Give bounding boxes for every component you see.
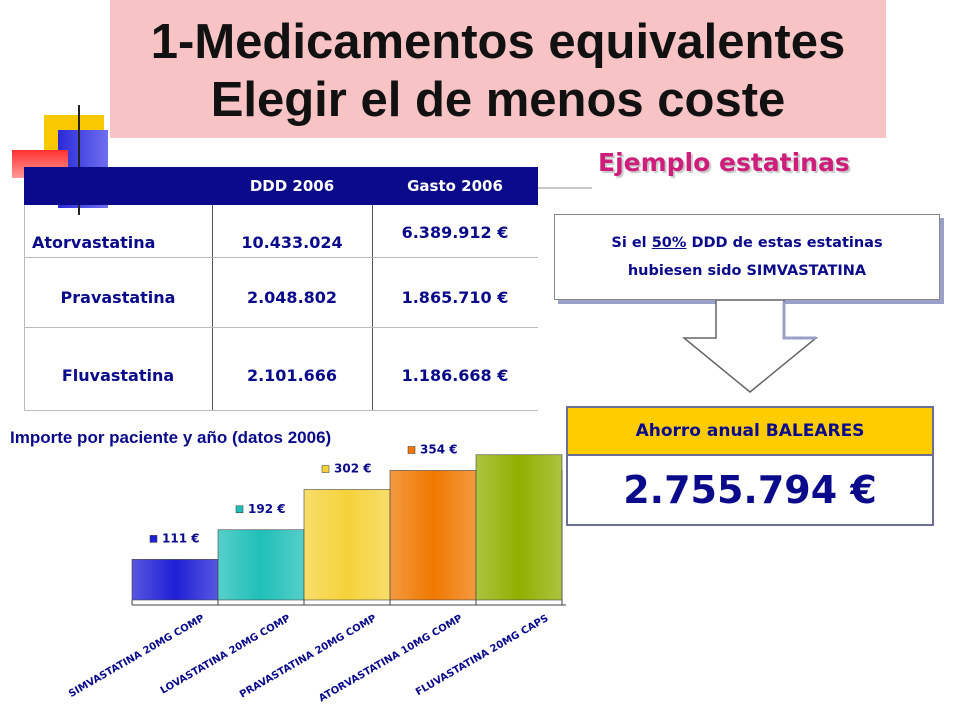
table-header-bar (24, 167, 538, 205)
chart-bar (303, 489, 391, 601)
table-row-ddd: 10.433.024 (241, 233, 343, 252)
chart-bar (389, 470, 477, 601)
table-divider (372, 205, 373, 411)
callout-line2: hubiesen sido SIMVASTATINA (627, 263, 867, 279)
chart-legend-key (149, 535, 158, 543)
decor-vertical-line (78, 105, 80, 215)
chart-data-label: 111 € (162, 531, 200, 545)
table-row-ddd: 2.048.802 (246, 288, 338, 307)
callout-percentage: 50% (651, 235, 687, 251)
chart-category-label: SIMVASTATINA 20MG COMP (67, 613, 206, 700)
table-row-ddd: 2.101.666 (246, 366, 338, 385)
table-divider (24, 205, 25, 411)
table-divider (212, 205, 213, 411)
callout-text: DDD de estas estatinas (686, 235, 883, 251)
table-row-name: Atorvastatina (32, 233, 156, 252)
table-divider (24, 410, 538, 411)
down-arrow-icon (681, 300, 819, 393)
table-header-gasto: Gasto 2006 (407, 177, 503, 195)
table-header-ddd: DDD 2006 (249, 177, 335, 195)
chart-legend-key (321, 465, 330, 473)
page-title-line2: Elegir el de menos coste (210, 73, 786, 127)
table-divider (24, 257, 538, 258)
chart-bar (131, 559, 219, 601)
table-row-gasto: 1.186.668 € (401, 366, 509, 385)
savings-label: Ahorro anual BALEARES (568, 408, 932, 456)
chart-data-label: 354 € (420, 442, 458, 456)
chart-data-label: 192 € (248, 502, 286, 516)
chart-data-label: 302 € (334, 462, 372, 476)
savings-box: Ahorro anual BALEARES 2.755.794 € (566, 406, 934, 526)
callout-box: Si el 50% DDD de estas estatinas hubiese… (554, 214, 940, 300)
table-row-gasto: 1.865.710 € (401, 288, 509, 307)
title-banner: 1-Medicamentos equivalentes Elegir el de… (110, 0, 886, 138)
callout-line1: Si el 50% DDD de estas estatinas (555, 235, 939, 251)
chart-data-label: 397 € (506, 440, 544, 441)
table-row-gasto: 6.389.912 € (401, 223, 509, 242)
chart-bar (217, 529, 305, 601)
chart-category-label: PRAVASTATINA 20MG COMP (238, 613, 379, 700)
chart-title: Importe por paciente y año (datos 2006) (10, 428, 332, 447)
callout-text: Si el (611, 235, 652, 251)
savings-value: 2.755.794 € (623, 468, 877, 512)
table-header-empty (24, 167, 212, 205)
page-title-line1: 1-Medicamentos equivalentes (150, 15, 846, 69)
chart-category-label: FLUVASTATINA 20MG CAPS (414, 613, 551, 698)
table-divider (24, 327, 538, 328)
chart-bar (475, 454, 563, 601)
chart-category-label: ATORVASTATINA 10MG COMP (317, 613, 464, 704)
subtitle: Ejemplo estatinas (598, 148, 850, 177)
table-row-name: Pravastatina (60, 288, 176, 307)
statins-table: DDD 2006 Gasto 2006 Atorvastatina 10.433… (24, 167, 538, 411)
chart-legend-key (407, 446, 416, 454)
chart-legend-key (235, 505, 244, 514)
table-row-name: Fluvastatina (61, 366, 175, 385)
subtitle-rule (536, 187, 592, 189)
